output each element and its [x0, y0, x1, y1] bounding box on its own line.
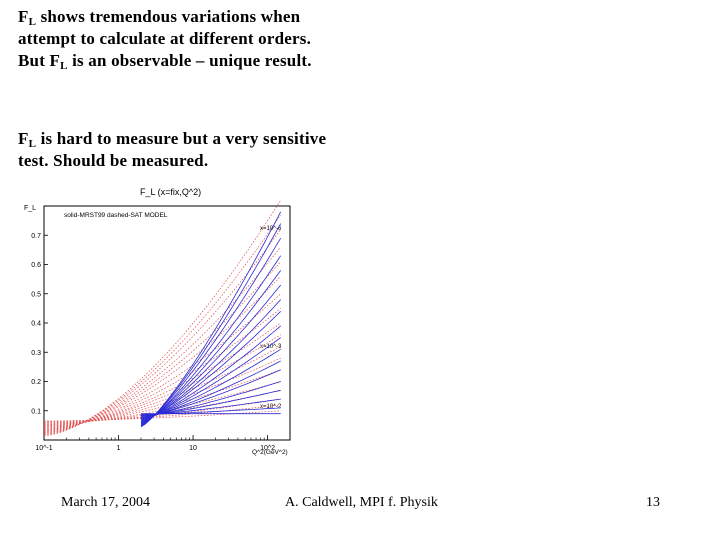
y-tick-label: 0.4	[31, 321, 41, 328]
x-tick-label: 10^-1	[35, 445, 52, 452]
solid-curve	[140, 299, 281, 423]
solid-curve	[140, 311, 281, 422]
y-axis-label: F_L	[24, 205, 36, 212]
paragraph-text: shows tremendous variations when attempt…	[18, 7, 312, 70]
x-tick-label: 10	[189, 445, 197, 452]
paragraph-fl-variations: FL shows tremendous variations when atte…	[18, 6, 318, 72]
fl-subscript: L	[28, 138, 37, 150]
solid-curve	[140, 348, 281, 420]
dashed-curve	[43, 308, 281, 430]
plot-title: F_L (x=fix,Q^2)	[140, 187, 201, 197]
solid-curves	[140, 211, 282, 428]
legend-text: solid-MRST99 dashed-SAT MODEL	[64, 212, 168, 219]
fl-subscript: L	[28, 16, 37, 28]
y-tick-label: 0.6	[31, 262, 41, 269]
solid-curve	[140, 270, 282, 425]
annotation-x-1e-3: x=10^-3	[260, 344, 282, 350]
dashed-curve	[43, 246, 281, 434]
y-tick-label: 0.5	[31, 291, 41, 298]
dashed-curve	[44, 404, 281, 423]
solid-curve	[140, 223, 282, 427]
solid-curve	[140, 325, 281, 421]
dashed-curve	[44, 410, 281, 422]
solid-curve	[140, 369, 281, 418]
fl-plot: F_L (x=fix,Q^2) solid-MRST99 dashed-SAT …	[24, 187, 291, 456]
y-tick-label: 0.1	[31, 408, 41, 415]
y-tick-label: 0.7	[31, 233, 41, 240]
dashed-curve	[43, 369, 281, 426]
dashed-curve	[43, 293, 281, 431]
dashed-curve	[43, 229, 281, 435]
x-tick-label: 1	[117, 445, 121, 452]
footer-page-number: 13	[646, 495, 660, 510]
x-axis-label: Q^2(GeV^2)	[252, 449, 288, 456]
dashed-curve	[43, 381, 281, 425]
fl-subscript: L	[60, 60, 68, 72]
paragraph-fl-measure: FL is hard to measure but a very sensiti…	[18, 128, 338, 172]
fl-symbol: F	[18, 129, 29, 148]
dashed-curves	[43, 200, 281, 436]
y-tick-label: 0.3	[31, 350, 41, 357]
footer-author: A. Caldwell, MPI f. Physik	[285, 495, 438, 510]
y-tick-label: 0.2	[31, 379, 41, 386]
annotation-x-1e-2: x=10^-2	[260, 404, 282, 410]
solid-curve	[140, 337, 281, 421]
annotation-x-1e-6: x=10^-6	[260, 226, 282, 232]
axes: 0.1 0.2 0.3 0.4 0.5 0.6 0.7 10^-1 1 10 10^2	[31, 233, 291, 452]
fl-symbol: F	[18, 7, 29, 26]
dashed-curve	[43, 261, 281, 433]
dashed-curve	[43, 398, 281, 424]
solid-curve	[140, 237, 282, 426]
paragraph-text: is hard to measure but a very sensitive …	[18, 129, 327, 170]
footer-date: March 17, 2004	[61, 495, 151, 510]
x-tick-label: 10^2	[260, 445, 275, 452]
solid-curve	[140, 284, 282, 424]
paragraph-text: is an observable – unique result.	[67, 51, 312, 70]
solid-curve	[140, 255, 282, 425]
